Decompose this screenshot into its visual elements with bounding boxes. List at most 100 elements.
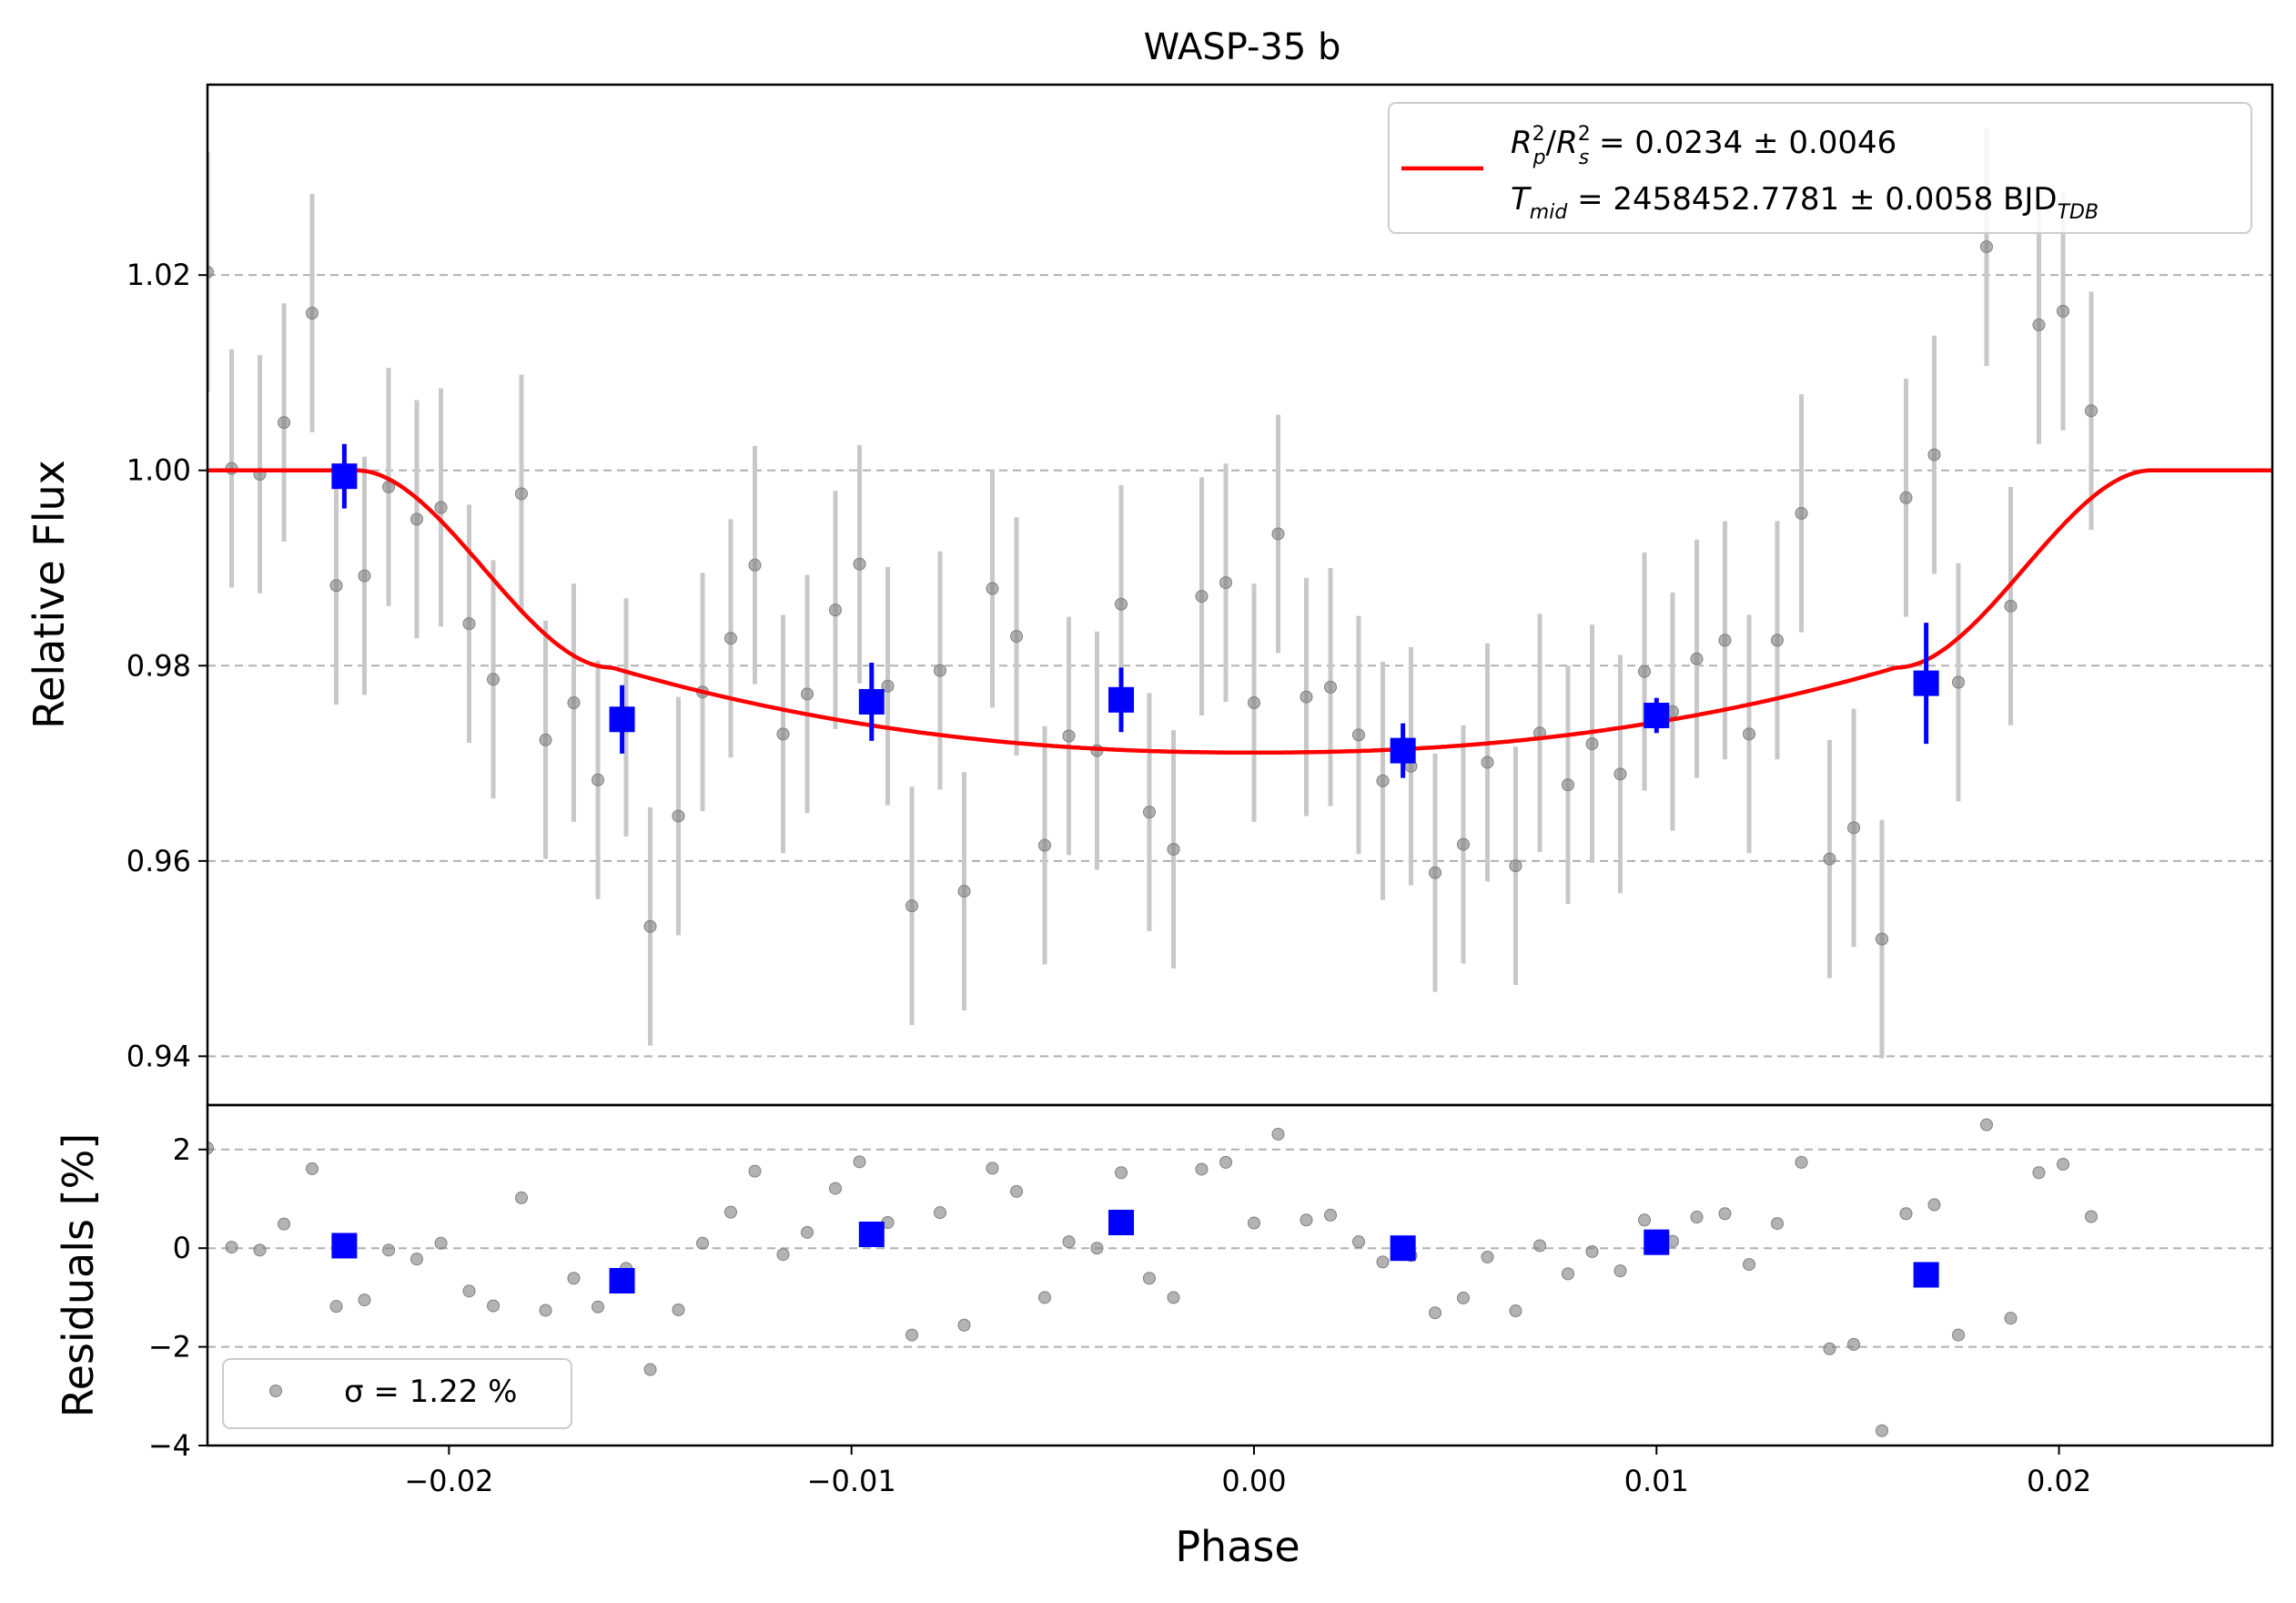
raw-residual xyxy=(1847,1337,1861,1351)
binned-point xyxy=(331,463,358,490)
raw-point xyxy=(1875,932,1888,946)
raw-point xyxy=(1456,837,1470,851)
raw-residual xyxy=(2084,1210,2098,1223)
raw-residual xyxy=(1037,1291,1051,1304)
raw-point xyxy=(1142,806,1156,819)
binned-residual xyxy=(609,1267,635,1294)
flux-legend: R2 p/R2 s = 0.0234 ± 0.0046 Tmid = 2458452… xyxy=(1388,102,2252,234)
raw-residual xyxy=(1376,1255,1390,1269)
raw-residual xyxy=(1324,1208,1338,1222)
raw-residual xyxy=(410,1253,423,1266)
raw-residual xyxy=(986,1162,999,1175)
raw-residual xyxy=(1899,1207,1913,1221)
flux-y-tick-label: 0.94 xyxy=(126,1039,191,1073)
raw-point xyxy=(933,664,946,677)
raw-point xyxy=(2057,304,2070,318)
raw-residual xyxy=(1952,1328,1966,1342)
raw-point xyxy=(1847,821,1861,835)
raw-point xyxy=(567,696,581,710)
raw-point xyxy=(1219,576,1233,590)
raw-residual xyxy=(957,1318,971,1332)
legend-depth-entry: R2 p/R2 s = 0.0234 ± 0.0046 xyxy=(1511,123,1896,169)
raw-point xyxy=(853,557,866,571)
flux-y-tick-label: 1.02 xyxy=(126,258,191,292)
raw-residual xyxy=(1875,1424,1888,1437)
raw-point xyxy=(1429,866,1442,879)
x-tick-label: 0.01 xyxy=(1624,1464,1689,1498)
binned-point xyxy=(1108,686,1135,713)
raw-residual xyxy=(1823,1342,1836,1355)
raw-point xyxy=(1376,774,1390,787)
raw-point xyxy=(1062,729,1076,743)
raw-residual xyxy=(1561,1267,1574,1281)
raw-residual xyxy=(853,1155,866,1169)
residuals-y-tick-label: −4 xyxy=(148,1428,191,1463)
raw-point xyxy=(592,773,605,786)
raw-residual xyxy=(696,1236,710,1250)
residuals-legend: σ = 1.22 % xyxy=(222,1358,572,1429)
raw-point xyxy=(1899,491,1913,504)
residuals-legend-box xyxy=(222,1358,572,1429)
flux-y-tick-label: 0.96 xyxy=(126,844,191,878)
legend-sigma-entry: σ = 1.22 % xyxy=(344,1374,517,1410)
raw-residual xyxy=(567,1272,581,1285)
raw-residual xyxy=(1142,1272,1156,1285)
binned-point xyxy=(1913,670,1939,696)
raw-point xyxy=(905,899,919,913)
raw-point xyxy=(2032,318,2046,331)
raw-point xyxy=(1613,767,1627,781)
raw-point xyxy=(1195,590,1209,604)
raw-point xyxy=(1300,690,1313,704)
residuals-y-tick-label: 0 xyxy=(173,1231,191,1265)
residuals-y-tick-label: −2 xyxy=(148,1330,191,1365)
raw-point xyxy=(1638,665,1652,678)
raw-residual xyxy=(382,1243,396,1257)
raw-residual xyxy=(434,1236,448,1250)
binned-point xyxy=(1644,702,1670,728)
binned-point xyxy=(609,706,635,733)
raw-point xyxy=(410,512,423,526)
raw-point xyxy=(1561,778,1574,792)
raw-point xyxy=(2084,404,2098,418)
raw-residual xyxy=(1613,1264,1627,1278)
raw-residual xyxy=(1195,1162,1209,1176)
binned-residual xyxy=(1644,1229,1670,1255)
raw-point xyxy=(1690,652,1704,665)
raw-residual xyxy=(278,1217,291,1231)
flux-legend-box xyxy=(1388,102,2252,234)
raw-residual xyxy=(462,1284,476,1298)
raw-residual xyxy=(1429,1306,1442,1320)
raw-residual xyxy=(2057,1158,2070,1172)
raw-point xyxy=(1167,842,1180,856)
raw-residual xyxy=(514,1191,528,1204)
raw-residual xyxy=(1115,1166,1128,1180)
x-ticks: −0.02 −0.01 0.00 0.01 0.02 xyxy=(404,1446,2091,1498)
raw-residual xyxy=(253,1243,267,1257)
raw-point xyxy=(1115,597,1128,611)
raw-point xyxy=(539,733,552,746)
raw-point xyxy=(672,809,685,823)
raw-point xyxy=(462,617,476,631)
binned-residual xyxy=(858,1222,885,1248)
raw-point xyxy=(207,265,214,279)
binned-point xyxy=(858,688,885,715)
raw-point xyxy=(986,582,999,595)
flux-panel: 0.94 0.96 0.98 1.00 1.02 xyxy=(126,83,2274,1107)
raw-residual xyxy=(1718,1207,1732,1221)
raw-point xyxy=(1509,859,1522,873)
raw-residual xyxy=(1638,1213,1652,1227)
flux-y-tick-label: 0.98 xyxy=(126,648,191,683)
legend-tmid-entry: Tmid = 2458452.7781 ± 0.0058 BJDTDB xyxy=(1511,181,2099,224)
raw-residual xyxy=(1795,1155,1808,1169)
binned-residual xyxy=(1390,1235,1416,1262)
y-axis-label-flux: Relative Flux xyxy=(25,460,74,729)
raw-residual xyxy=(539,1304,552,1317)
raw-point xyxy=(1979,240,1993,254)
raw-point xyxy=(643,919,657,933)
raw-residual xyxy=(358,1294,371,1307)
raw-residual xyxy=(1509,1304,1522,1318)
raw-point xyxy=(1351,728,1365,742)
raw-residual xyxy=(1167,1291,1180,1304)
raw-residual xyxy=(1481,1250,1494,1263)
